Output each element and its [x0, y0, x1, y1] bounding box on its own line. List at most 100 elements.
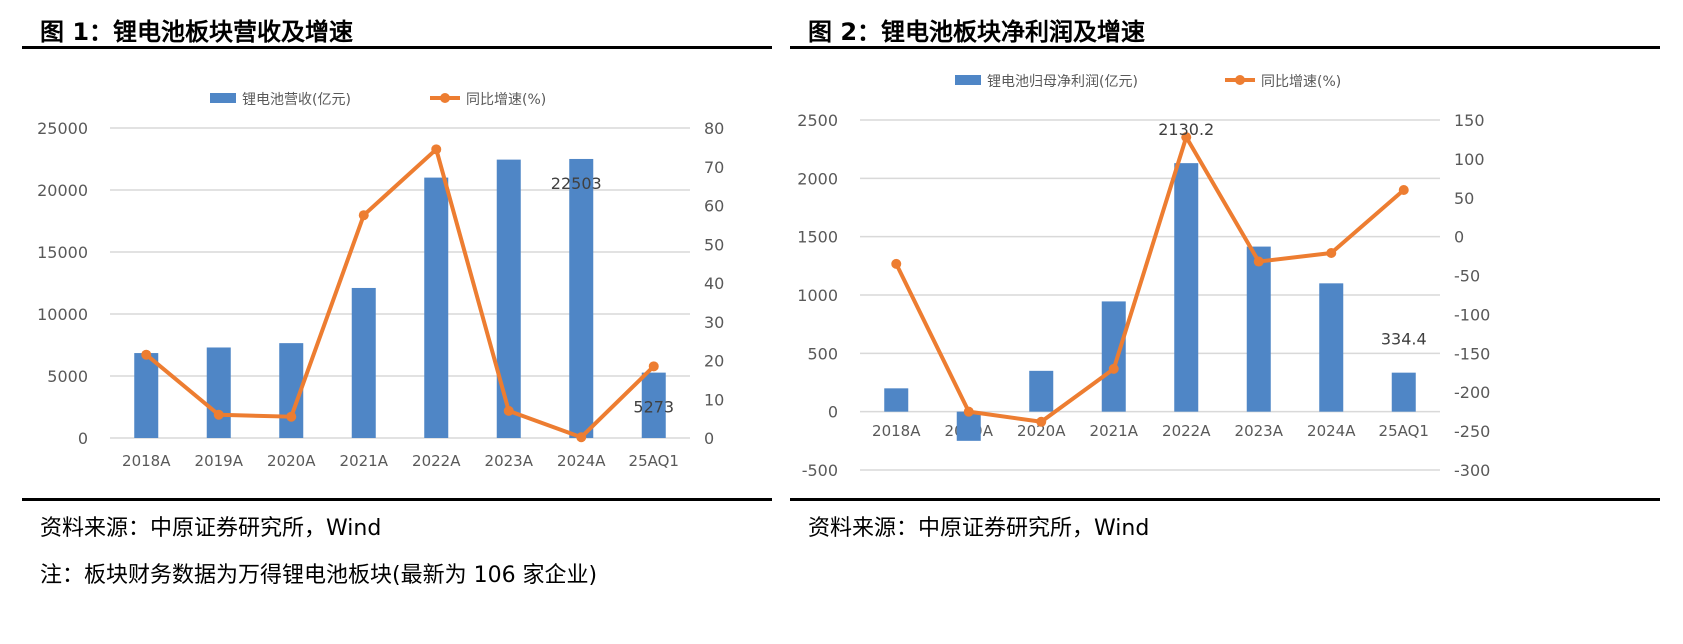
bar	[884, 388, 909, 412]
left-axis-tick-label: 25000	[37, 119, 88, 138]
growth-point	[358, 210, 369, 221]
bar	[1246, 246, 1271, 412]
left-axis-tick-label: 15000	[37, 243, 88, 262]
data-label: 22503	[551, 174, 602, 193]
legend-bar-label: 锂电池归母净利润(亿元)	[987, 73, 1138, 90]
right-axis-tick-label: 50	[1454, 189, 1474, 208]
bar	[1101, 301, 1126, 412]
right-axis-tick-label: 30	[704, 313, 724, 332]
left-axis-tick-label: 10000	[37, 305, 88, 324]
growth-point	[1253, 256, 1264, 267]
figure-2-top-rule	[790, 46, 1660, 49]
left-axis-tick-label: 0	[78, 429, 88, 448]
figure-2-title: 图 2：锂电池板块净利润及增速	[808, 18, 1146, 46]
growth-point	[648, 361, 659, 372]
right-axis-tick-label: 70	[704, 158, 724, 177]
bar	[641, 372, 666, 438]
bar	[1029, 370, 1054, 412]
growth-point	[576, 432, 587, 443]
left-axis-tick-label: 1000	[797, 286, 838, 305]
legend-line-label: 同比增速(%)	[1261, 74, 1341, 90]
x-axis-tick-label: 25AQ1	[629, 452, 679, 470]
right-axis-tick-label: -50	[1454, 267, 1480, 286]
right-axis-tick-label: 80	[704, 119, 724, 138]
right-axis-tick-label: 60	[704, 197, 724, 216]
left-axis-tick-label: 1500	[797, 228, 838, 247]
x-axis-tick-label: 2022A	[1162, 422, 1211, 440]
right-axis-tick-label: -100	[1454, 305, 1490, 324]
x-axis-tick-label: 2024A	[557, 452, 606, 470]
growth-point	[1036, 416, 1047, 427]
left-axis-tick-label: -500	[802, 461, 838, 480]
legend-bar-swatch	[955, 75, 981, 85]
legend-line-marker	[440, 93, 450, 103]
right-axis-tick-label: -200	[1454, 383, 1490, 402]
right-axis-tick-label: -150	[1454, 344, 1490, 363]
growth-point	[1181, 132, 1192, 143]
figure-1-note: 注：板块财务数据为万得锂电池板块(最新为 106 家企业)	[40, 563, 598, 588]
data-label: 2130.2	[1158, 120, 1214, 139]
left-axis-tick-label: 0	[828, 403, 838, 422]
data-label: 334.4	[1381, 330, 1427, 349]
left-axis-tick-label: 2000	[797, 169, 838, 188]
growth-point	[1326, 248, 1337, 258]
right-axis-tick-label: 0	[1454, 228, 1464, 247]
growth-point	[286, 411, 297, 422]
bar	[1319, 283, 1344, 412]
bar	[569, 158, 594, 438]
figure-1-bottom-rule	[22, 498, 772, 501]
growth-point	[213, 409, 224, 420]
x-axis-tick-label: 2022A	[412, 452, 461, 470]
right-axis-tick-label: 150	[1454, 111, 1485, 130]
right-axis-tick-label: 100	[1454, 150, 1485, 169]
bar	[206, 347, 231, 438]
right-axis-tick-label: -300	[1454, 461, 1490, 480]
left-axis-tick-label: 500	[807, 344, 838, 363]
figure-2-source: 资料来源：中原证券研究所，Wind	[808, 516, 1150, 541]
growth-point	[1398, 185, 1409, 195]
bar	[424, 177, 449, 438]
growth-point	[1108, 363, 1119, 374]
right-axis-tick-label: 10	[704, 390, 724, 409]
right-axis-tick-label: 40	[704, 274, 724, 293]
x-axis-tick-label: 2018A	[872, 422, 921, 440]
legend-line-label: 同比增速(%)	[466, 92, 546, 108]
left-axis-tick-label: 2500	[797, 111, 838, 130]
growth-line	[894, 135, 1406, 424]
x-axis-tick-label: 2021A	[1090, 422, 1139, 440]
right-axis-tick-label: 50	[704, 235, 724, 254]
x-axis-tick-label: 2021A	[340, 452, 389, 470]
legend-bar-label: 锂电池营收(亿元)	[242, 92, 351, 108]
bar	[496, 159, 521, 438]
x-axis-tick-label: 25AQ1	[1379, 422, 1429, 440]
growth-point	[503, 405, 514, 416]
data-label: 5273	[633, 398, 674, 417]
legend-line-marker	[1235, 75, 1245, 85]
figure-2-bottom-rule	[790, 498, 1660, 501]
left-axis-tick-label: 5000	[47, 367, 88, 386]
figure-1-title: 图 1：锂电池板块营收及增速	[40, 18, 354, 46]
growth-point	[431, 144, 442, 155]
x-axis-tick-label: 2018A	[122, 452, 171, 470]
bar	[351, 287, 376, 438]
right-axis-tick-label: 0	[704, 429, 714, 448]
growth-line	[144, 147, 656, 440]
x-axis-tick-label: 2020A	[1017, 422, 1066, 440]
right-axis-tick-label: 20	[704, 352, 724, 371]
growth-point	[891, 258, 902, 269]
right-axis-tick-label: -250	[1454, 422, 1490, 441]
bar	[1391, 372, 1416, 412]
legend-bar-swatch	[210, 93, 236, 103]
x-axis-tick-label: 2024A	[1307, 422, 1356, 440]
x-axis-tick-label: 2023A	[1235, 422, 1284, 440]
left-axis-tick-label: 20000	[37, 181, 88, 200]
figure-1-source: 资料来源：中原证券研究所，Wind	[40, 516, 382, 541]
growth-point	[963, 406, 974, 417]
figure-1-top-rule	[22, 46, 772, 49]
x-axis-tick-label: 2019A	[195, 452, 244, 470]
x-axis-tick-label: 2020A	[267, 452, 316, 470]
bar	[134, 353, 159, 438]
x-axis-tick-label: 2023A	[485, 452, 534, 470]
bar	[1174, 163, 1199, 412]
